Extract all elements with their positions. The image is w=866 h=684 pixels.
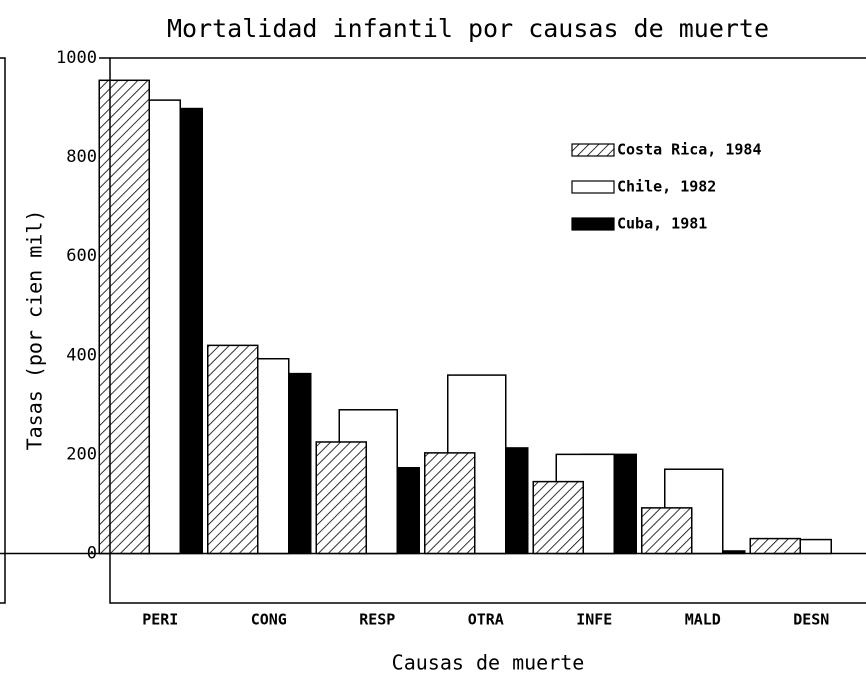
legend-label: Cuba, 1981 bbox=[617, 215, 707, 233]
y-axis-label: Tasas (por cien mil) bbox=[23, 210, 47, 451]
y-tick-label: 400 bbox=[66, 345, 97, 365]
bar bbox=[749, 537, 801, 555]
legend-label: Costa Rica, 1984 bbox=[617, 141, 762, 159]
x-tick-label: OTRA bbox=[468, 611, 504, 629]
left-bracket bbox=[0, 57, 6, 604]
chart-title: Mortalidad infantil por causas de muerte bbox=[167, 14, 769, 43]
x-tick-label: RESP bbox=[359, 611, 395, 629]
x-tick-label: MALD bbox=[685, 611, 721, 629]
legend-swatch bbox=[571, 217, 615, 231]
x-tick-label: PERI bbox=[142, 611, 178, 629]
legend-swatch bbox=[571, 143, 615, 157]
bar bbox=[532, 480, 584, 555]
y-tick-label: 1000 bbox=[56, 48, 97, 68]
y-tick-label: 600 bbox=[66, 246, 97, 266]
y-tick-label: 800 bbox=[66, 147, 97, 167]
legend-label: Chile, 1982 bbox=[617, 178, 716, 196]
bar bbox=[424, 452, 476, 555]
x-axis-label: Causas de muerte bbox=[392, 651, 585, 675]
x-tick-label: INFE bbox=[576, 611, 612, 629]
bar bbox=[641, 507, 693, 555]
bar bbox=[315, 441, 367, 555]
plot-frame bbox=[109, 57, 866, 604]
x-tick-label: DESN bbox=[793, 611, 829, 629]
y-tick-label: 200 bbox=[66, 444, 97, 464]
bar bbox=[207, 344, 259, 555]
legend-swatch bbox=[571, 180, 615, 194]
x-tick-label: CONG bbox=[251, 611, 287, 629]
bar bbox=[98, 79, 150, 555]
